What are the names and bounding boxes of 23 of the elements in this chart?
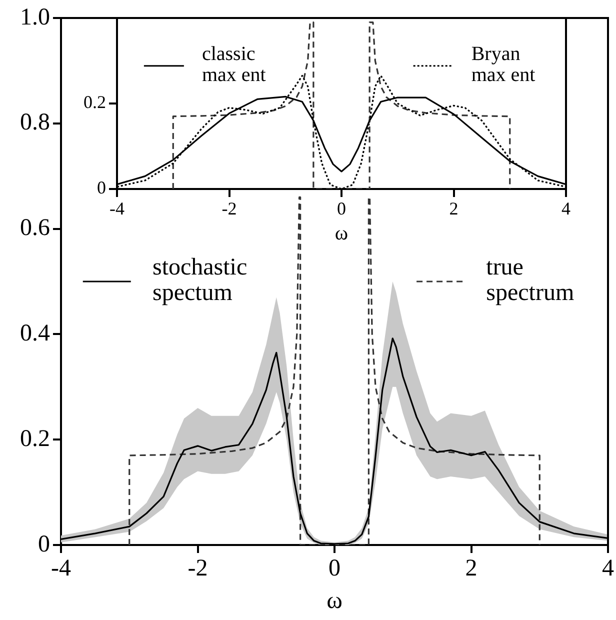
x-tick-label: 0	[328, 556, 340, 582]
legend-label: true spectrum	[486, 254, 574, 306]
legend-label: Bryan max ent	[471, 43, 536, 86]
x-axis-title: ω	[334, 222, 348, 244]
y-tick-label: 0.2	[20, 426, 50, 452]
y-tick-label: 0.2	[84, 92, 106, 112]
x-tick-label: 4	[562, 198, 570, 219]
x-tick-label: 4	[602, 556, 614, 582]
y-tick-label: 0.8	[20, 110, 50, 136]
y-tick-label: 1.0	[20, 4, 50, 30]
legend-label: stochastic spectum	[152, 254, 248, 306]
y-tick-label: 0.6	[20, 215, 50, 242]
x-tick-label: -2	[188, 556, 208, 582]
y-tick-label: 0.4	[20, 320, 50, 346]
legend-label: classic max ent	[202, 43, 266, 86]
x-axis-title: ω	[326, 588, 342, 614]
x-tick-label: 0	[337, 198, 346, 219]
x-tick-label: 2	[465, 556, 478, 582]
x-tick-label: -4	[51, 556, 71, 582]
x-tick-label: 2	[449, 198, 458, 219]
x-tick-label: -2	[222, 198, 237, 219]
y-tick-label: 0	[38, 531, 50, 558]
x-tick-label: -4	[110, 198, 124, 219]
